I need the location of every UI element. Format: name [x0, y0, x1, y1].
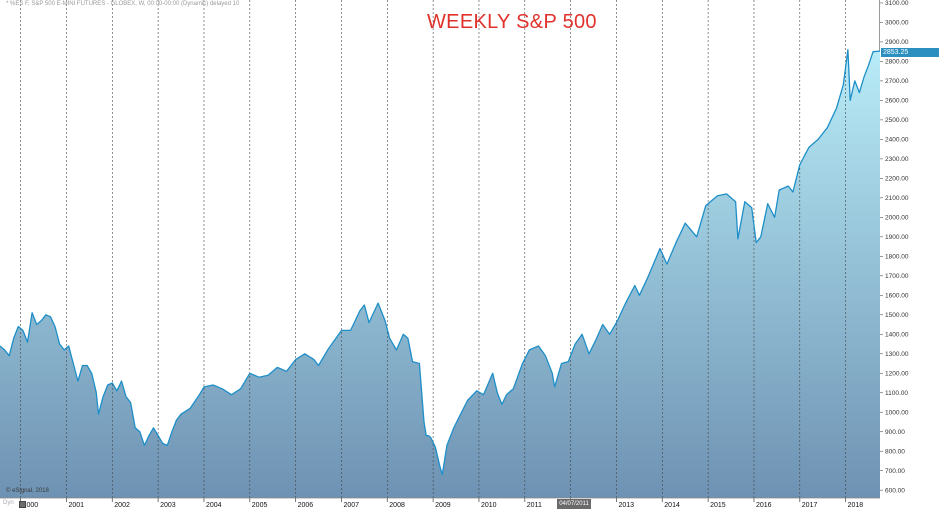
x-tick-label: 2000 [23, 502, 39, 509]
x-tick-label: 2004 [206, 502, 222, 509]
price-line [0, 49, 881, 476]
y-tick-label: 2300.00 [885, 156, 909, 163]
toolbar-label: Dyn [3, 500, 14, 506]
y-tick-label: 800.00 [885, 449, 905, 456]
x-tick-label: 2008 [389, 502, 405, 509]
cursor-date-label: 04/07/2011 [557, 499, 591, 509]
chart-title: WEEKLY S&P 500 [427, 11, 597, 33]
y-tick-label: 600.00 [885, 488, 905, 495]
y-tick-label: 700.00 [885, 468, 905, 475]
y-tick-label: 3100.00 [885, 0, 909, 7]
x-tick-label: 2016 [756, 502, 772, 509]
x-tick-label: 2018 [848, 502, 864, 509]
x-tick-label: 2009 [435, 502, 451, 509]
y-tick-label: 1000.00 [885, 410, 909, 417]
y-tick-label: 2600.00 [885, 98, 909, 105]
x-tick-label: 2007 [343, 502, 359, 509]
x-tick-label: 2002 [114, 502, 130, 509]
x-tick-label: 2017 [802, 502, 818, 509]
last-price-tag: 2853.25 [881, 48, 939, 57]
credit-text: © eSignal, 2018 [6, 488, 49, 494]
x-tick-label: 2010 [481, 502, 497, 509]
x-tick-label: 2003 [160, 502, 176, 509]
y-tick-label: 1700.00 [885, 273, 909, 280]
y-tick-label: 1900.00 [885, 234, 909, 241]
y-tick-label: 1200.00 [885, 371, 909, 378]
y-tick-label: 2100.00 [885, 195, 909, 202]
y-tick-label: 1300.00 [885, 351, 909, 358]
y-tick-label: 1500.00 [885, 312, 909, 319]
y-tick-label: 1100.00 [885, 390, 908, 397]
x-tick-label: 2013 [618, 502, 634, 509]
y-tick-label: 2000.00 [885, 215, 909, 222]
y-tick-label: 2900.00 [885, 39, 909, 46]
y-tick-label: 2700.00 [885, 78, 909, 85]
y-tick-label: 1600.00 [885, 293, 909, 300]
y-tick-label: 2200.00 [885, 176, 909, 183]
price-area-fill [0, 49, 880, 498]
x-tick-label: 2006 [298, 502, 314, 509]
y-tick-label: 3000.00 [885, 20, 909, 27]
y-tick-label: 1800.00 [885, 254, 909, 261]
x-tick-label: 2001 [68, 502, 84, 509]
chart-header: * %ES F, S&P 500 E-MINI FUTURES - GLOBEX… [6, 1, 240, 7]
y-tick-label: 2500.00 [885, 117, 909, 124]
y-tick-label: 2800.00 [885, 59, 909, 66]
y-tick-label: 1400.00 [885, 332, 909, 339]
x-tick-label: 2011 [527, 502, 542, 509]
x-tick-label: 2015 [710, 502, 726, 509]
toolbar-toggle-icon[interactable] [19, 501, 26, 508]
y-tick-label: 900.00 [885, 429, 905, 436]
x-tick-label: 2014 [664, 502, 680, 509]
x-tick-label: 2005 [252, 502, 268, 509]
y-tick-label: 2400.00 [885, 137, 909, 144]
